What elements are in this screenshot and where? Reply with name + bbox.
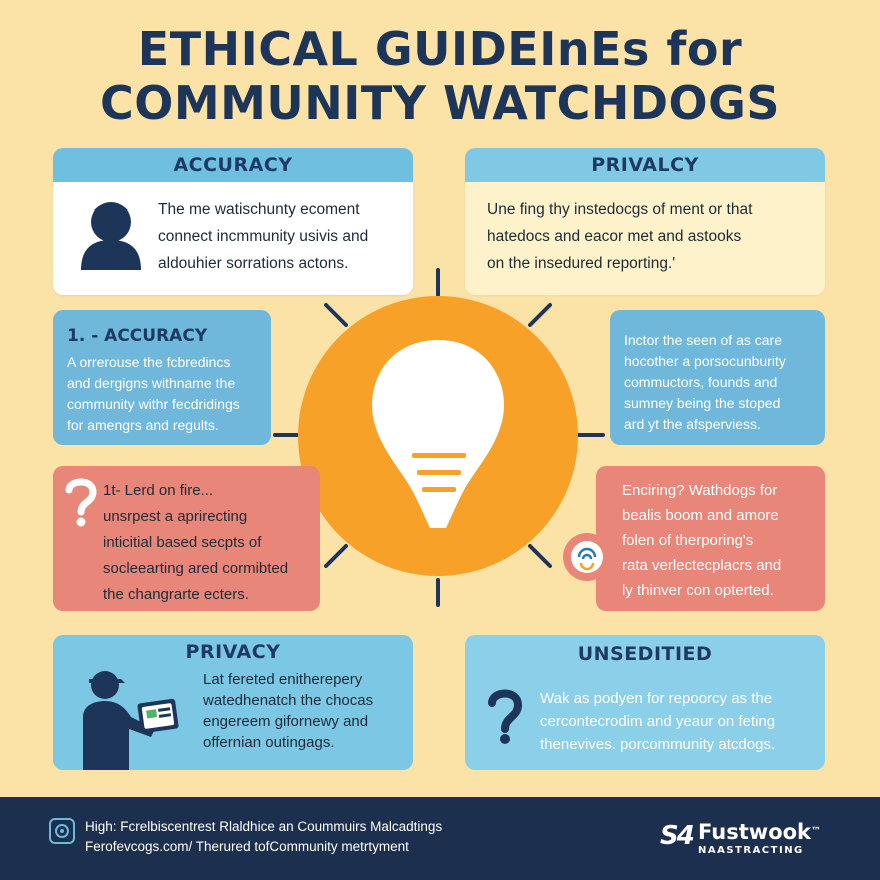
text-line: offernian outingags. bbox=[203, 734, 335, 751]
privacy-bottom-card: PRIVACY Lat fereted enitherepery watedhe… bbox=[53, 635, 413, 770]
accuracy-card-text: The me watischunty ecoment connect incmm… bbox=[158, 196, 368, 277]
sun-rays bbox=[273, 268, 605, 607]
text-line: unsrpest a aprirecting bbox=[103, 508, 248, 525]
footer-line-1: High: Fcrelbiscentrest Rlaldhice an Coum… bbox=[85, 819, 443, 834]
brand-subtitle: NAASTRACTING bbox=[698, 845, 804, 856]
text-line: Wak as podyen for repoorcy as the bbox=[540, 690, 773, 707]
text-line: Enciring? Wathdogs for bbox=[622, 482, 778, 499]
fingerprint-icon bbox=[49, 818, 75, 844]
text-line: inticitial based secpts of bbox=[103, 534, 262, 551]
text-line: The me watischunty ecoment bbox=[158, 201, 360, 218]
text-line: hatedocs and eacor met and astooks bbox=[487, 228, 742, 245]
text-line: ard yt the afsperviess. bbox=[624, 416, 761, 432]
text-line: thenevives. porcommunity atcdogs. bbox=[540, 736, 776, 753]
accuracy-detail-heading: 1. - ACCURACY bbox=[67, 326, 208, 346]
brand-mark: S4 bbox=[660, 821, 695, 851]
page-title: ETHICAL GUIDEInEs for COMMUNITY WATCHDOG… bbox=[0, 22, 880, 130]
unsedited-card-heading: UNSEDITIED bbox=[577, 643, 713, 665]
ray bbox=[324, 544, 348, 568]
unsedited-card-text: Wak as podyen for repoorcy as the cercon… bbox=[540, 687, 775, 756]
lightbulb-icon bbox=[372, 340, 504, 528]
red-card-right-text: Enciring? Wathdogs for bealis boom and a… bbox=[622, 478, 781, 603]
title-line-2: COMMUNITY WATCHDOGS bbox=[99, 76, 781, 130]
bulb-stripe bbox=[422, 487, 456, 492]
text-line: hocother a porsocunburity bbox=[624, 353, 786, 369]
accuracy-detail-text: A orrerouse the fcbredincs and dergigns … bbox=[67, 352, 240, 436]
text-line: ly thinver con opterted. bbox=[622, 582, 774, 599]
fingerprint-icon bbox=[563, 533, 611, 581]
red-card-right: Enciring? Wathdogs for bealis boom and a… bbox=[563, 466, 825, 611]
brand-name-wrap: Fustwook™ bbox=[698, 821, 821, 843]
text-line: on the insedured reporting.' bbox=[487, 255, 676, 272]
privacy-card-heading: PRIVALCY bbox=[465, 148, 825, 182]
text-line: 1t- Lerd on fire... bbox=[103, 482, 214, 499]
person-tablet-icon bbox=[83, 671, 179, 770]
text-line: cercontecrodim and yeaur on feting bbox=[540, 713, 776, 730]
privacy-bottom-text: Lat fereted enitherepery watedhenatch th… bbox=[203, 669, 373, 753]
brand-trademark: ™ bbox=[811, 826, 822, 837]
accuracy-detail-card: 1. - ACCURACY A orrerouse the fcbredincs… bbox=[53, 310, 271, 445]
info-card-right: Inctor the seen of as care hocother a po… bbox=[610, 310, 825, 445]
privacy-card-text: Une fing thy instedocgs of ment or that … bbox=[487, 196, 752, 277]
brand-name: Fustwook bbox=[698, 820, 812, 844]
text-line: sumney being the stoped bbox=[624, 395, 781, 411]
bulb-stripe bbox=[412, 453, 466, 458]
ray bbox=[528, 544, 552, 568]
bulb-stripe bbox=[417, 470, 461, 475]
footer: High: Fcrelbiscentrest Rlaldhice an Coum… bbox=[0, 797, 880, 880]
text-line: bealis boom and amore bbox=[622, 507, 779, 524]
text-line: folen of therporing's bbox=[622, 532, 754, 549]
privacy-bottom-heading: PRIVACY bbox=[185, 641, 281, 663]
question-icon bbox=[65, 478, 97, 527]
text-line: community withr fecdridings bbox=[67, 396, 240, 412]
title-line-1: ETHICAL GUIDEInEs for bbox=[137, 22, 743, 76]
text-line: and dergigns withname the bbox=[67, 375, 236, 391]
accuracy-card-heading: ACCURACY bbox=[53, 148, 413, 182]
question-icon bbox=[488, 689, 523, 744]
text-line: aldouhier sorrations actons. bbox=[158, 255, 349, 272]
text-line: for amengrs and regults. bbox=[67, 417, 219, 433]
text-line: Une fing thy instedocgs of ment or that bbox=[487, 201, 753, 218]
text-line: engereem gifornewy and bbox=[203, 713, 369, 730]
unsedited-card: UNSEDITIED Wak as podyen for repoorcy as… bbox=[465, 635, 825, 770]
text-line: the changrarte ecters. bbox=[103, 586, 249, 603]
person-icon bbox=[81, 202, 141, 270]
accuracy-card: ACCURACY The me watischunty ecoment conn… bbox=[53, 148, 413, 295]
text-line: socleearting ared cormibted bbox=[103, 560, 289, 577]
brand-logo: S4 Fustwook™ NAASTRACTING bbox=[660, 821, 830, 861]
text-line: commuctors, founds and bbox=[624, 374, 778, 390]
text-line: connect incmmunity usivis and bbox=[158, 228, 369, 245]
ray bbox=[324, 303, 348, 327]
info-card-text: Inctor the seen of as care hocother a po… bbox=[624, 330, 786, 435]
ray bbox=[528, 303, 552, 327]
text-line: watedhenatch the chocas bbox=[203, 692, 374, 709]
footer-line-2[interactable]: Ferofevcogs.com/ Therured tofCommunity m… bbox=[85, 839, 409, 854]
privacy-card: PRIVALCY Une fing thy instedocgs of ment… bbox=[465, 148, 825, 295]
red-card-left-text: 1t- Lerd on fire... unsrpest a aprirecti… bbox=[103, 478, 288, 608]
text-line: rata verlectecplacrs and bbox=[622, 557, 782, 574]
text-line: Inctor the seen of as care bbox=[624, 332, 782, 348]
text-line: A orrerouse the fcbredincs bbox=[67, 354, 231, 370]
red-card-left: 1t- Lerd on fire... unsrpest a aprirecti… bbox=[53, 466, 320, 611]
text-line: Lat fereted enitherepery bbox=[203, 671, 363, 688]
